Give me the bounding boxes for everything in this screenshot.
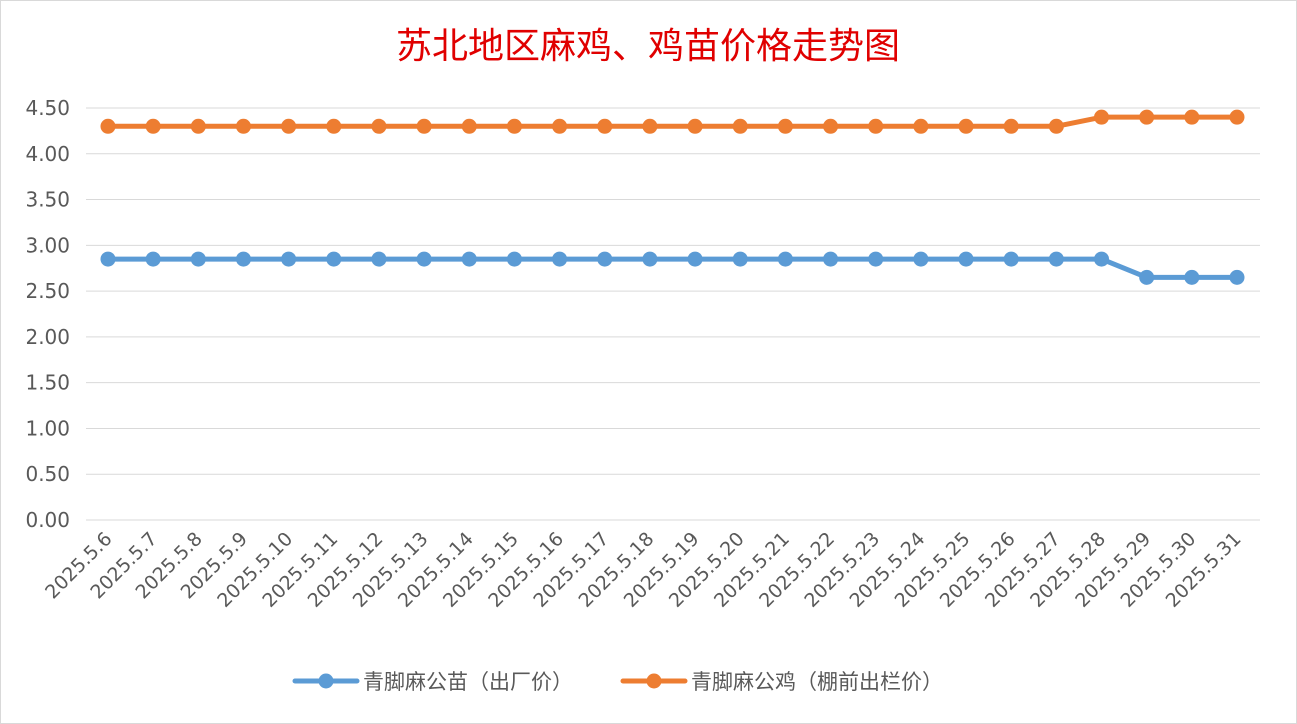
data-point — [777, 251, 793, 267]
chart-title: 苏北地区麻鸡、鸡苗价格走势图 — [396, 26, 900, 67]
data-point — [597, 251, 613, 267]
data-point — [416, 251, 432, 267]
data-point — [416, 118, 432, 134]
y-tick-label: 2.50 — [25, 279, 70, 303]
data-point — [958, 118, 974, 134]
data-point — [1139, 109, 1155, 125]
data-point — [642, 251, 658, 267]
data-point — [190, 118, 206, 134]
legend-item: 青脚麻公鸡（棚前出栏价） — [620, 670, 943, 694]
data-point — [552, 251, 568, 267]
data-point — [145, 118, 161, 134]
y-tick-label: 3.50 — [25, 188, 70, 212]
data-point — [732, 118, 748, 134]
data-point — [1003, 251, 1019, 267]
data-point — [732, 251, 748, 267]
data-point — [913, 251, 929, 267]
data-point — [687, 118, 703, 134]
data-point — [326, 251, 342, 267]
data-point — [823, 118, 839, 134]
y-tick-label: 0.50 — [25, 462, 70, 486]
series — [100, 109, 1245, 285]
data-point — [461, 118, 477, 134]
data-point — [326, 118, 342, 134]
data-point — [868, 251, 884, 267]
y-tick-label: 1.50 — [25, 371, 70, 395]
data-point — [506, 251, 522, 267]
data-point — [1094, 109, 1110, 125]
series-line — [105, 114, 1240, 129]
data-point — [145, 251, 161, 267]
series-line — [105, 256, 1240, 280]
data-point — [461, 251, 477, 267]
y-tick-label: 0.00 — [25, 508, 70, 532]
data-point — [1184, 109, 1200, 125]
data-point — [281, 251, 297, 267]
y-tick-label: 3.00 — [25, 233, 70, 257]
legend-label: 青脚麻公苗（出厂价） — [363, 670, 573, 694]
data-point — [235, 118, 251, 134]
legend-marker — [318, 673, 334, 689]
series-2 — [100, 109, 1245, 134]
data-point — [281, 118, 297, 134]
y-tick-label: 4.50 — [25, 96, 70, 120]
data-point — [1094, 251, 1110, 267]
data-point — [371, 251, 387, 267]
data-point — [777, 118, 793, 134]
data-point — [823, 251, 839, 267]
y-tick-label: 1.00 — [25, 416, 70, 440]
data-point — [1184, 269, 1200, 285]
data-point — [552, 118, 568, 134]
data-point — [1229, 269, 1245, 285]
data-point — [235, 251, 251, 267]
data-point — [506, 118, 522, 134]
data-point — [1048, 118, 1064, 134]
data-point — [1048, 251, 1064, 267]
data-point — [100, 118, 116, 134]
legend-label: 青脚麻公鸡（棚前出栏价） — [691, 670, 943, 694]
data-point — [1139, 269, 1155, 285]
data-point — [913, 118, 929, 134]
data-point — [1229, 109, 1245, 125]
y-tick-label: 2.00 — [25, 325, 70, 349]
data-point — [958, 251, 974, 267]
legend-marker — [646, 673, 662, 689]
data-point — [1003, 118, 1019, 134]
legend: 青脚麻公苗（出厂价） 青脚麻公鸡（棚前出栏价） — [292, 670, 943, 694]
series-1 — [100, 251, 1245, 285]
data-point — [597, 118, 613, 134]
grid — [86, 107, 1260, 521]
legend-item: 青脚麻公苗（出厂价） — [292, 670, 573, 694]
data-point — [868, 118, 884, 134]
y-tick-label: 4.00 — [25, 142, 70, 166]
data-point — [190, 251, 206, 267]
data-point — [100, 251, 116, 267]
data-point — [371, 118, 387, 134]
y-axis-ticks: 0.00 0.50 1.00 1.50 2.00 2.50 3.00 3.50 4.00 4.50 — [25, 96, 70, 532]
data-point — [642, 118, 658, 134]
data-point — [687, 251, 703, 267]
